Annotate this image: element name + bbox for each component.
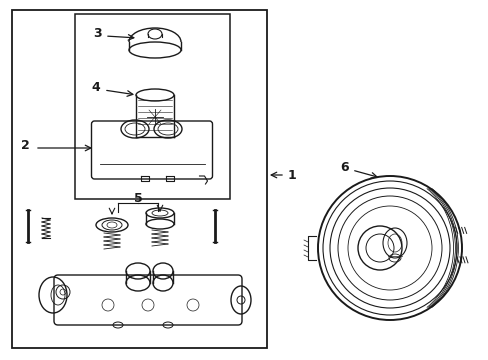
Text: 6: 6 (340, 161, 348, 174)
Text: 2: 2 (20, 139, 29, 152)
Bar (12, 10, 266, 348)
Text: 1: 1 (287, 168, 296, 181)
Text: 4: 4 (91, 81, 100, 94)
Text: 5: 5 (133, 192, 142, 204)
Text: 3: 3 (93, 27, 101, 40)
Bar (75, 14, 229, 199)
